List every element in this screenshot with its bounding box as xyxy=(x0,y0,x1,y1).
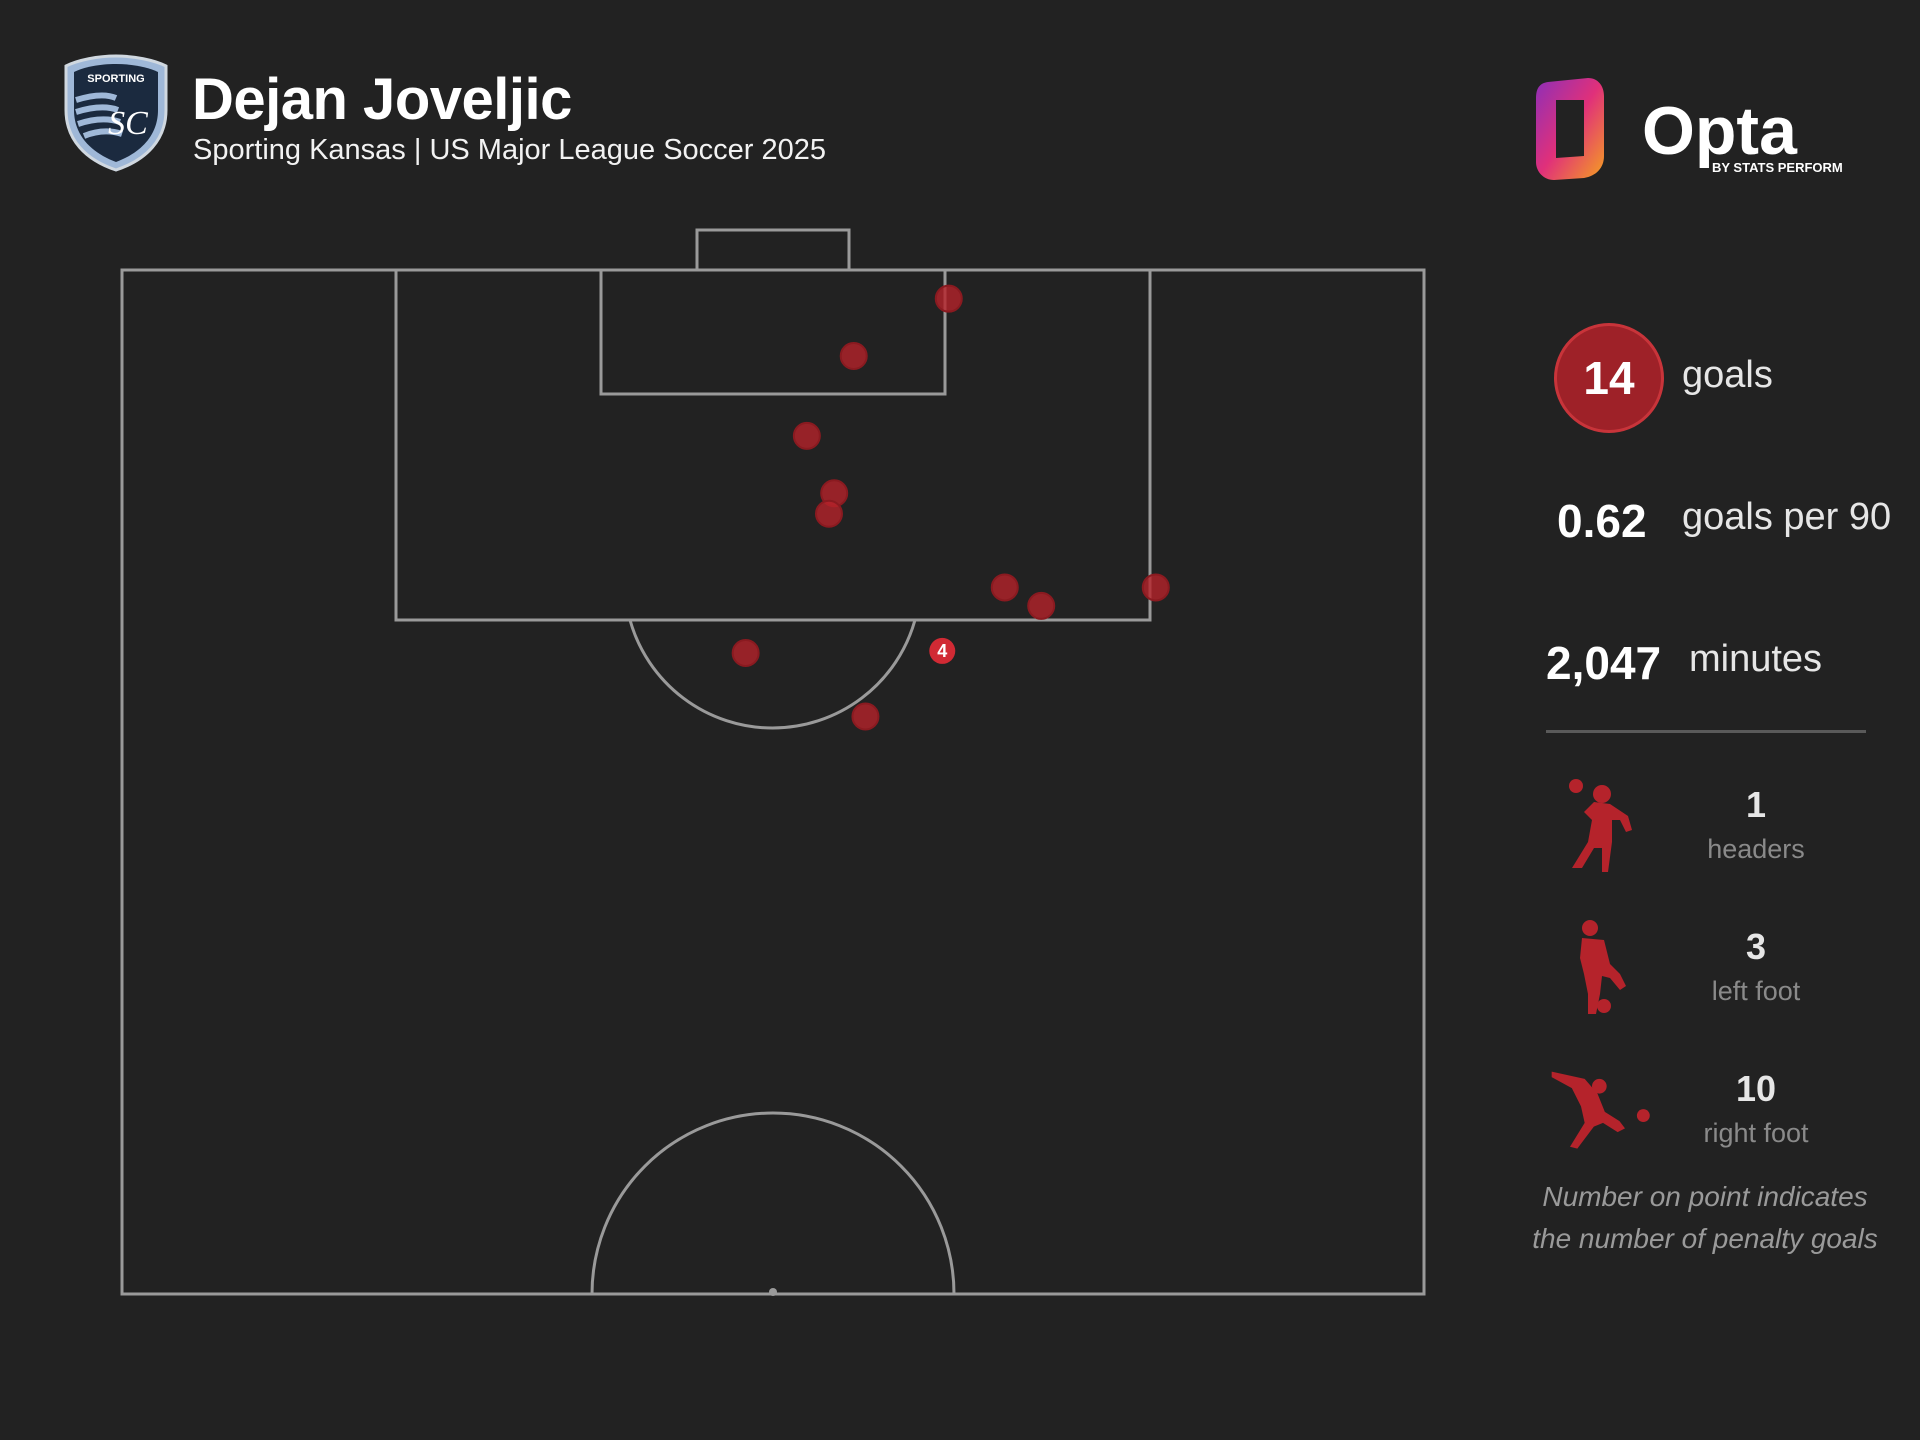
right-foot-label: right foot xyxy=(1703,1118,1809,1148)
goal-shot-point xyxy=(851,702,880,731)
left-foot-icon xyxy=(1580,920,1626,1014)
penalty-arc xyxy=(628,619,917,730)
goal-shot-point xyxy=(814,499,843,528)
minutes-value: 2,047 xyxy=(1546,637,1662,689)
goal-shot-point xyxy=(1141,573,1170,602)
six-yard-box xyxy=(599,268,947,396)
shot-map-pitch: 4 xyxy=(120,228,1426,1296)
goals-count-badge: 14 xyxy=(1554,323,1664,433)
crest-monogram: SC xyxy=(108,105,148,142)
penalty-goal-point: 4 xyxy=(929,637,956,664)
shots-layer: 4 xyxy=(731,284,1170,731)
left-foot-label: left foot xyxy=(1711,976,1801,1006)
minutes-label: minutes xyxy=(1689,638,1823,680)
center-circle-half xyxy=(590,1111,956,1295)
sporting-kc-crest-logo: SPORTING SC xyxy=(64,54,168,172)
footnote-line-1: Number on point indicates xyxy=(1542,1181,1868,1212)
team-competition-subtitle: Sporting Kansas | US Major League Soccer… xyxy=(193,134,827,166)
header-icon xyxy=(1569,779,1632,872)
goal-shot-point xyxy=(839,342,868,371)
goal-shot-point xyxy=(990,573,1019,602)
headers-label: headers xyxy=(1707,834,1805,864)
goal-shot-point xyxy=(1027,591,1056,620)
goal xyxy=(695,228,851,272)
right-foot-icon xyxy=(1551,1071,1650,1149)
pitch-boundary xyxy=(120,268,1426,1296)
goals-per-90-label: goals per 90 xyxy=(1682,496,1892,538)
opta-logo: Opta BY STATS PERFORM xyxy=(1536,78,1843,180)
opta-wordmark: Opta xyxy=(1642,93,1798,169)
goal-shot-point xyxy=(731,638,760,667)
stats-divider xyxy=(1546,730,1866,733)
goals-label: goals xyxy=(1682,354,1773,396)
goal-shot-point xyxy=(792,421,821,450)
headers-value: 1 xyxy=(1745,784,1767,825)
footnote-line-2: the number of penalty goals xyxy=(1532,1223,1878,1254)
center-spot xyxy=(769,1288,777,1296)
goals-per-90-value: 0.62 xyxy=(1557,495,1647,547)
left-foot-value: 3 xyxy=(1745,926,1767,967)
penalty-footnote: Number on point indicates the number of … xyxy=(1510,1176,1900,1260)
opta-tagline: BY STATS PERFORM xyxy=(1712,160,1843,175)
penalty-goal-count: 4 xyxy=(937,641,947,661)
player-name: Dejan Joveljic xyxy=(192,67,572,132)
penalty-area xyxy=(394,268,1152,622)
goal-shot-point xyxy=(934,284,963,313)
crest-club-text: SPORTING xyxy=(87,73,144,85)
right-foot-value: 10 xyxy=(1735,1068,1777,1109)
